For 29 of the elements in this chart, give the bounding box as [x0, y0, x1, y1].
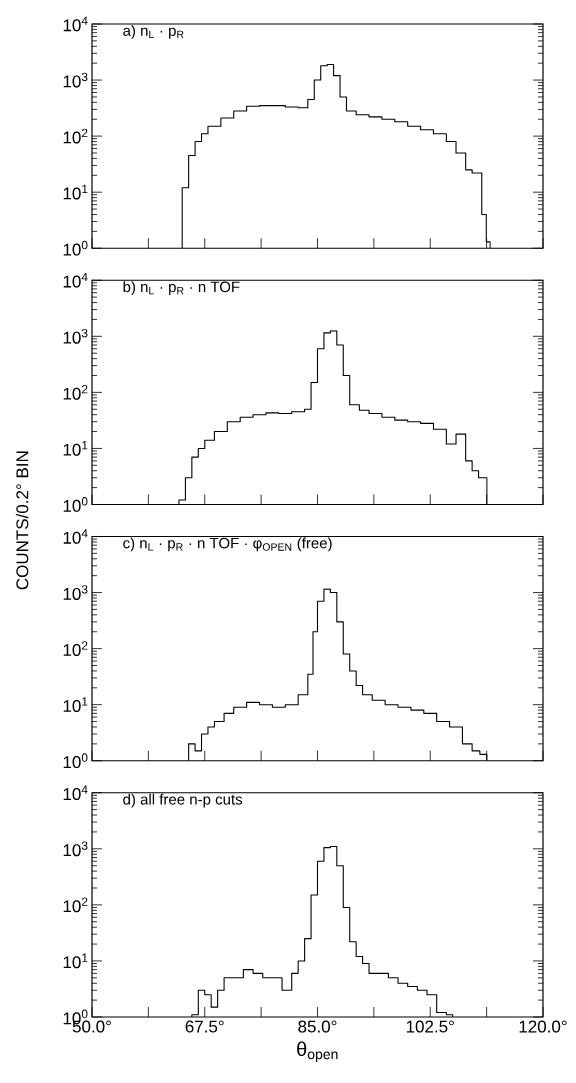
y-tick-label: 10$^{2}$	[63, 128, 88, 144]
y-tick-label: 10$^{1}$	[63, 184, 88, 200]
y-tick-label: 10$^{4}$	[63, 16, 88, 32]
y-tick-label: 10$^{2}$	[63, 897, 88, 913]
y-tick-label: 10$^{2}$	[63, 384, 88, 400]
chart-title: d) all free n-p cuts	[123, 793, 243, 808]
x-tick-label: 120.0°	[519, 1020, 567, 1033]
x-axis-title: θ$_{open}$	[297, 1041, 338, 1062]
x-tick-label: 85.0°	[298, 1020, 337, 1033]
y-tick-label: 10$^{0}$	[63, 240, 88, 256]
chart-title: b) n$_{L}$ · p$_{R}$ · n TOF	[123, 281, 240, 296]
y-tick-label: 10$^{4}$	[63, 272, 88, 288]
y-tick-label: 10$^{3}$	[63, 585, 88, 600]
y-tick-label: 10$^{0}$	[63, 497, 88, 512]
y-tick-label: 10$^{4}$	[63, 529, 88, 544]
y-tick-label: 10$^{1}$	[63, 953, 88, 969]
chart-title: a) n$_{L}$ · p$_{R}$	[123, 24, 184, 39]
x-tick-label: 102.5°	[406, 1020, 454, 1033]
chart-title: c) n$_{L}$ · p$_{R}$ · n TOF · φ$_{OPEN}$ (free)	[123, 537, 332, 552]
y-tick-label: 10$^{1}$	[63, 441, 88, 456]
y-tick-label: 10$^{0}$	[63, 753, 88, 769]
y-tick-label: 10$^{4}$	[63, 785, 88, 801]
y-axis-title: COUNTS/0.2° BIN	[15, 451, 29, 590]
y-tick-label: 10$^{2}$	[63, 641, 88, 656]
x-tick-label: 67.5°	[185, 1020, 224, 1033]
y-tick-label: 10$^{1}$	[63, 697, 88, 712]
y-tick-label: 10$^{3}$	[63, 72, 88, 88]
y-tick-label: 10$^{3}$	[63, 841, 88, 857]
y-tick-label: 10$^{3}$	[63, 328, 88, 344]
